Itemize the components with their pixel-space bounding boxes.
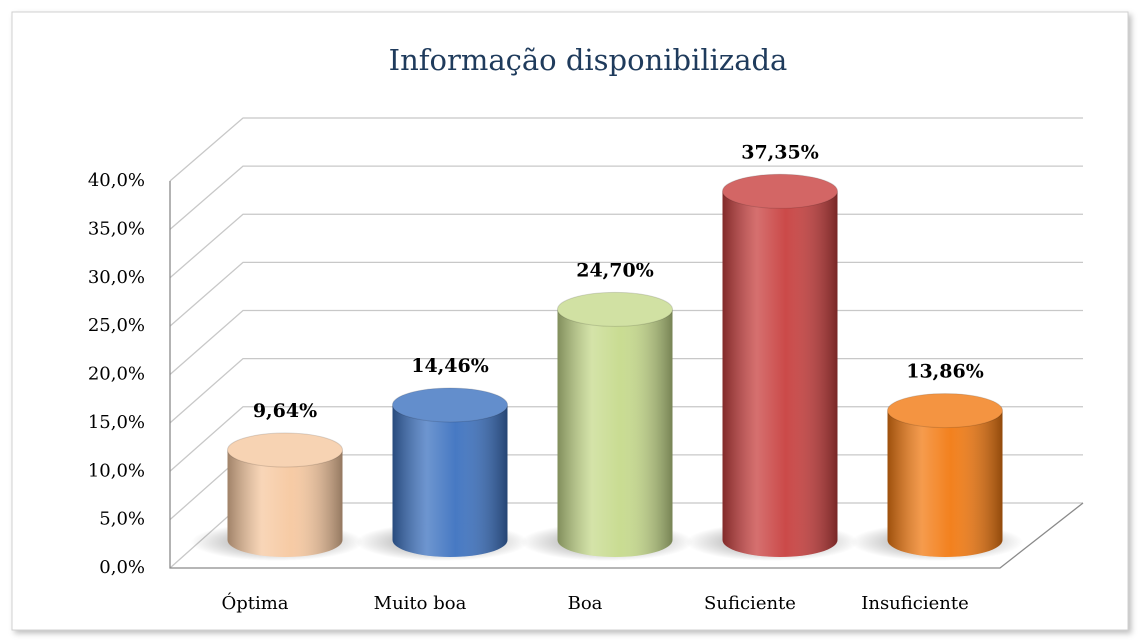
y-tick-label: 0,0% — [99, 557, 145, 578]
x-tick-label: Óptima — [221, 591, 288, 614]
y-tick-label: 20,0% — [88, 364, 145, 385]
x-tick-label: Insuficiente — [861, 593, 969, 614]
y-tick-label: 35,0% — [88, 218, 145, 239]
bar-top-highlight — [392, 387, 508, 422]
bar-shading — [887, 410, 1003, 557]
bar-top — [887, 393, 1003, 429]
bar-top-highlight — [722, 174, 838, 209]
y-tick-label: 25,0% — [88, 315, 145, 336]
y-tick-label: 40,0% — [88, 170, 145, 191]
bar-top-highlight — [887, 393, 1003, 428]
y-tick-label: 30,0% — [88, 267, 145, 288]
x-tick-label: Muito boa — [374, 593, 467, 614]
chart-title: Informação disponibilizada — [389, 43, 788, 77]
bar-shading — [722, 191, 838, 558]
bar-shading — [392, 404, 508, 557]
bar-top — [227, 432, 343, 468]
bar-shading — [227, 449, 343, 557]
bar-top-highlight — [557, 292, 673, 327]
bar-top — [557, 291, 673, 327]
grid-line — [169, 165, 1083, 230]
value-label: 24,70% — [576, 259, 654, 281]
x-tick-label: Suficiente — [704, 593, 796, 614]
bar-top — [722, 173, 838, 209]
bar-shading — [557, 309, 673, 557]
value-label: 37,35% — [741, 141, 819, 163]
y-tick-label: 5,0% — [99, 509, 145, 530]
y-tick-label: 10,0% — [88, 460, 145, 481]
y-tick-label: 15,0% — [88, 412, 145, 433]
grid-line — [169, 117, 1083, 182]
axis-line — [169, 181, 1084, 569]
bar-top-highlight — [227, 432, 343, 467]
value-label: 13,86% — [906, 361, 984, 383]
value-label: 9,64% — [253, 400, 317, 422]
x-tick-label: Boa — [568, 593, 603, 614]
bar-top — [392, 387, 508, 423]
value-label: 14,46% — [411, 355, 489, 377]
